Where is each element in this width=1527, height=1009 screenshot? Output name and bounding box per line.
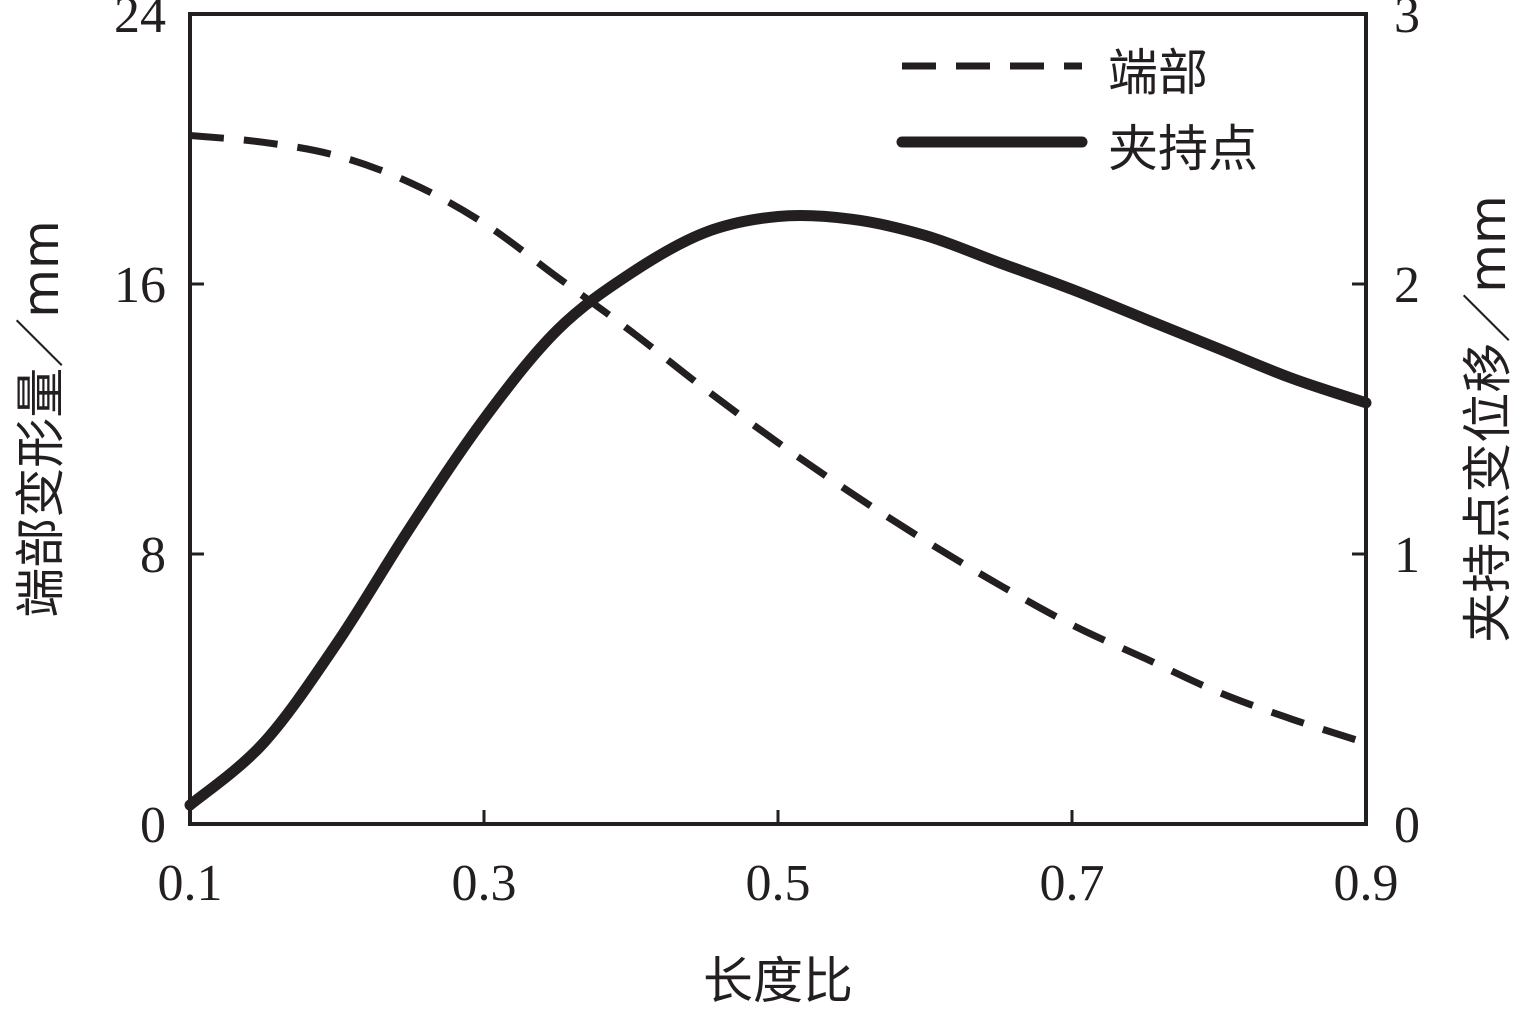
y-right-tick-label: 3 [1394, 0, 1420, 44]
x-tick-label: 0.1 [158, 855, 223, 912]
x-tick-label: 0.3 [452, 855, 517, 912]
y-left-tick-label: 0 [140, 797, 166, 854]
y-left-tick-label: 24 [114, 0, 166, 44]
y-right-tick-label: 2 [1394, 257, 1420, 314]
series-line-2 [184, 209, 1372, 811]
legend-label-series-2: 夹持点 [1108, 120, 1258, 178]
series-lines [184, 132, 1372, 811]
y-right-tick-label: 1 [1394, 527, 1420, 584]
legend-label-series-1: 端部 [1108, 44, 1208, 102]
x-tick-label: 0.5 [746, 855, 811, 912]
x-tick-label: 0.9 [1334, 855, 1399, 912]
y-left-tick-label: 8 [140, 527, 166, 584]
y-axis-left-title: 端部变形量／mm [12, 220, 70, 617]
y-right-tick-label: 0 [1394, 797, 1420, 854]
legend: 端部 夹持点 [896, 44, 1258, 178]
series-line-1 [189, 132, 1368, 747]
x-tick-label: 0.7 [1040, 855, 1105, 912]
y-axis-right-title: 夹持点变位移／mm [1459, 195, 1517, 642]
tick-marks [188, 12, 1368, 826]
x-axis-title: 长度比 [703, 952, 853, 1009]
y-left-tick-label: 16 [114, 257, 166, 314]
